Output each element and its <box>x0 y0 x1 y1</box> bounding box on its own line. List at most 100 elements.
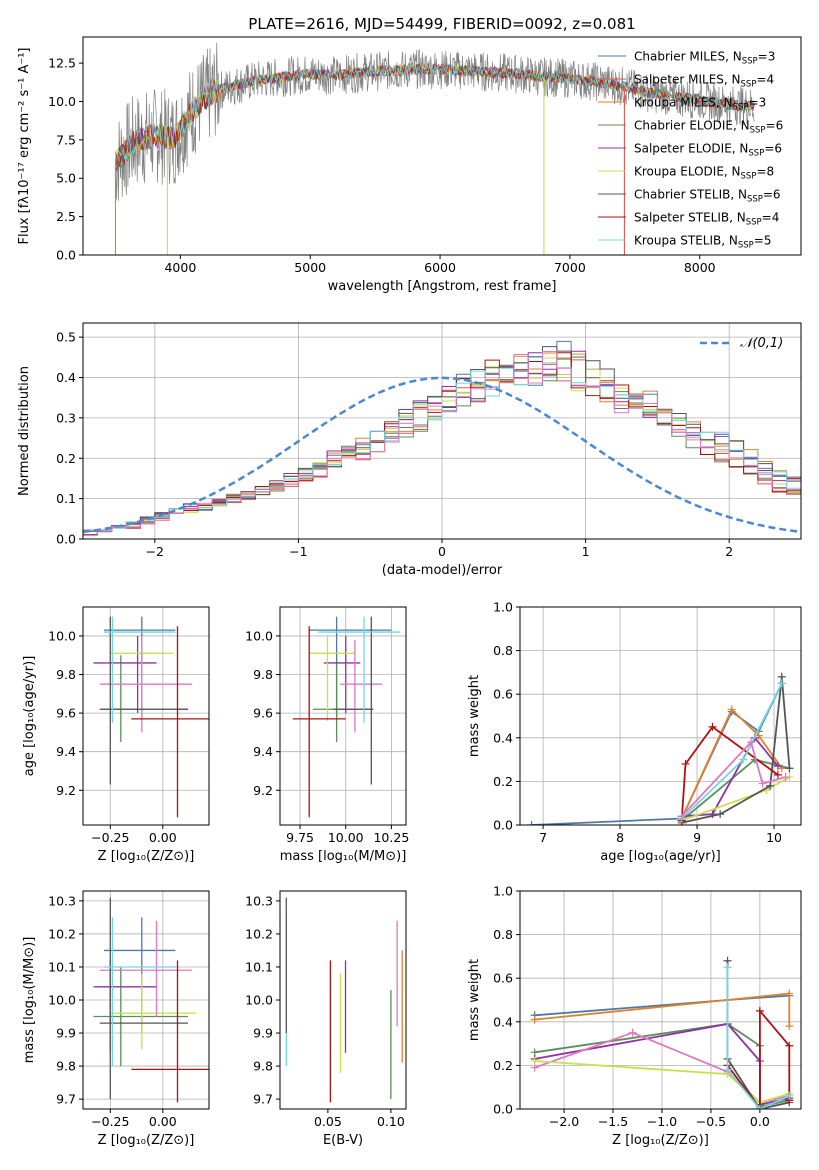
series-line <box>726 967 790 1109</box>
ebv-mass-frame <box>279 890 407 1110</box>
residuals-ytick-label: 0.0 <box>56 532 76 547</box>
mass-age-ytick-label: 10.0 <box>245 628 273 643</box>
legend-n: =3 <box>758 50 776 64</box>
z-weight-ytick-label: 0.8 <box>493 927 513 942</box>
age-weight-frame <box>519 606 802 826</box>
spectrum-xtick-label: 8000 <box>684 260 716 275</box>
z-mass-plot <box>93 897 209 1103</box>
residuals-xtick-label: 0 <box>438 544 446 559</box>
z-weight-xtick-label: 0.0 <box>750 1114 770 1129</box>
age-weight-ytick-label: 0.0 <box>493 818 513 833</box>
mass-age-point <box>318 616 401 723</box>
z-weight-series <box>723 956 794 1109</box>
z-mass-point <box>93 960 157 1053</box>
mass-age-plot <box>292 616 401 818</box>
series-marker <box>781 773 790 782</box>
series-marker <box>785 1041 794 1050</box>
z-weight-series <box>723 963 794 1109</box>
legend-sub: SSP <box>738 241 754 251</box>
series-marker <box>677 812 686 821</box>
spectrum-ytick-label: 7.5 <box>56 132 76 147</box>
legend-sub: SSP <box>747 195 763 205</box>
ebv-mass-ticks: 0.05 0.10 9.7 9.8 9.9 10.0 10.1 10.2 10.3 <box>245 893 405 1129</box>
spectrum-xtick-label: 7000 <box>554 260 586 275</box>
spectrum-xtick-label: 6000 <box>424 260 456 275</box>
series-line <box>681 740 786 817</box>
series-marker <box>755 1105 764 1109</box>
residuals-ticks: −2 −1 0 1 2 0.0 0.1 0.2 0.3 0.4 0.5 <box>56 330 733 559</box>
z-mass-ytick-label: 10.3 <box>48 893 76 908</box>
z-age-xtick-label: −0.25 <box>91 830 129 845</box>
z-mass-point <box>131 960 209 1103</box>
z-mass-point <box>104 917 176 1034</box>
residuals-xtick-label: −2 <box>146 544 164 559</box>
z-age-ytick-label: 9.4 <box>56 744 76 759</box>
age-weight-xtick-label: 10 <box>766 830 782 845</box>
z-age-ytick-label: 9.6 <box>56 706 76 721</box>
age-weight-ytick-label: 0.6 <box>493 687 513 702</box>
series-marker <box>530 1057 539 1066</box>
series-marker <box>746 738 755 747</box>
residuals-frame <box>82 322 802 540</box>
residuals-ytick-label: 0.2 <box>56 451 76 466</box>
z-mass-ylabel: mass [log₁₀(M/M⊙)] <box>22 937 37 1064</box>
spectrum-xtick-label: 4000 <box>164 260 196 275</box>
legend-label: Salpeter MILES, NSSP=4 <box>634 73 774 90</box>
legend-label: Chabrier MILES, NSSP=3 <box>634 50 775 67</box>
spectrum-model-line <box>115 62 755 168</box>
series-marker <box>527 821 536 825</box>
age-weight-series <box>677 738 790 821</box>
residuals-xtick-label: −1 <box>289 544 307 559</box>
series-marker <box>755 1006 764 1015</box>
z-weight-frame <box>519 890 802 1110</box>
series-marker <box>628 1028 637 1037</box>
z-weight-ylabel: mass weight <box>467 959 482 1041</box>
z-mass-ytick-label: 10.1 <box>48 959 76 974</box>
legend-n: =3 <box>749 96 767 110</box>
series-marker <box>758 779 767 788</box>
mass-age-ticks: 9.75 10.00 10.25 9.2 9.4 9.6 9.8 10.0 <box>245 628 409 845</box>
z-weight-plot <box>530 956 794 1109</box>
spectrum-ytick-label: 5.0 <box>56 171 76 186</box>
legend-sub: SSP <box>742 57 758 67</box>
legend-label: Salpeter ELODIE, NSSP=6 <box>634 142 782 159</box>
z-age-ytick-label: 9.2 <box>56 783 76 798</box>
z-weight-ytick-label: 0.0 <box>493 1102 513 1117</box>
spectrum-xlabel: wavelength [Angstrom, rest frame] <box>328 279 557 294</box>
age-weight-series <box>677 672 794 825</box>
series-marker <box>530 1015 539 1024</box>
z-age-xlabel: Z [log₁₀(Z/Z⊙)] <box>98 849 195 864</box>
age-weight-panel: 7 8 9 10 0.0 0.2 0.4 0.6 0.8 1.0 age [log₁₀(age/yr… <box>467 600 802 864</box>
mass-age-xlabel: mass [log₁₀(M/M⊙)] <box>280 849 407 864</box>
series-marker <box>773 762 782 771</box>
residuals-xtick-label: 1 <box>582 544 590 559</box>
legend-label: Salpeter STELIB, NSSP=4 <box>634 211 779 228</box>
series-marker <box>785 764 794 773</box>
legend-n: =4 <box>756 73 774 87</box>
legend-label: Kroupa ELODIE, NSSP=8 <box>634 165 774 182</box>
legend-label: 𝒩(0,1) <box>740 336 783 351</box>
series-marker <box>773 770 782 779</box>
ebv-mass-panel: 0.05 0.10 9.7 9.8 9.9 10.0 10.1 10.2 10.3 E(B-V) <box>245 890 407 1148</box>
mass-age-xtick-label: 9.75 <box>286 830 314 845</box>
spectrum-xtick-label: 5000 <box>294 260 326 275</box>
age-weight-xtick-label: 8 <box>616 830 624 845</box>
spectrum-model-line <box>115 64 755 161</box>
mass-age-ytick-label: 9.4 <box>253 744 273 759</box>
z-age-grid <box>83 607 209 825</box>
normal-curve <box>83 376 801 534</box>
series-marker <box>681 759 690 768</box>
mass-age-point <box>309 635 355 721</box>
age-weight-xtick-label: 7 <box>539 830 547 845</box>
age-weight-ytick-label: 0.8 <box>493 643 513 658</box>
spectrum-ticks: 4000 5000 6000 7000 8000 0.0 2.5 5.0 7.5 10.0 12.5 <box>48 56 716 275</box>
ebv-mass-ytick-label: 10.3 <box>245 893 273 908</box>
series-marker <box>766 781 775 790</box>
z-mass-ytick-label: 10.0 <box>48 993 76 1008</box>
legend-n: =4 <box>762 211 780 225</box>
legend-n: =8 <box>756 165 774 179</box>
z-age-frame <box>82 606 210 826</box>
z-mass-ytick-label: 9.8 <box>56 1059 76 1074</box>
z-mass-point <box>104 917 176 1067</box>
legend-n: =6 <box>763 188 781 202</box>
